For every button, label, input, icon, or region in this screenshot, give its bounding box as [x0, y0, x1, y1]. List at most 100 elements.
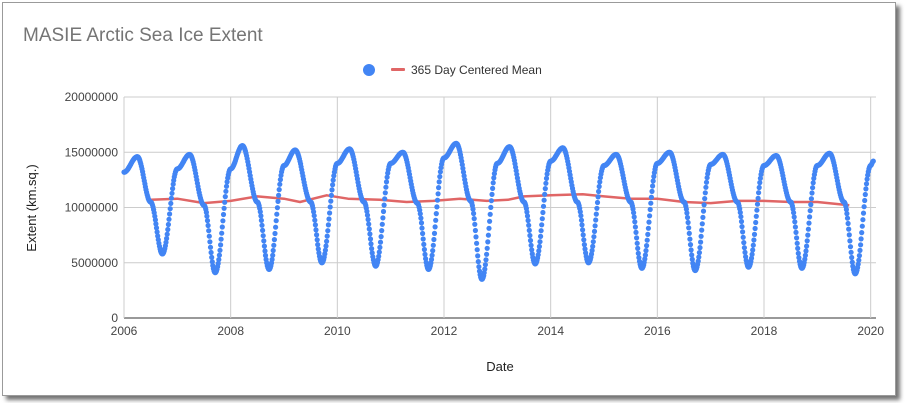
extent-point: [750, 242, 756, 248]
extent-point: [793, 229, 799, 235]
extent-point: [859, 223, 865, 229]
extent-point: [683, 206, 690, 212]
extent-point: [328, 192, 334, 198]
extent-point: [169, 190, 175, 196]
extent-point: [860, 217, 866, 223]
x-axis-label: Date: [486, 359, 513, 374]
extent-point: [325, 222, 331, 228]
extent-point: [740, 229, 746, 235]
extent-point: [417, 211, 423, 217]
extent-point: [369, 246, 375, 252]
extent-point: [646, 219, 652, 225]
extent-point: [272, 230, 278, 237]
extent-point: [437, 169, 443, 175]
extent-point: [270, 247, 276, 254]
chart-frame: MASIE Arctic Sea Ice Extent 365 Day Cent…: [2, 2, 896, 396]
extent-point: [382, 190, 388, 196]
extent-point: [381, 202, 387, 208]
chart-title: MASIE Arctic Sea Ice Extent: [23, 25, 263, 46]
x-tick-label: 2008: [217, 324, 244, 338]
extent-point: [418, 220, 425, 226]
extent-point: [274, 205, 280, 211]
extent-point: [380, 215, 386, 221]
extent-point: [311, 213, 317, 219]
extent-point: [224, 179, 230, 185]
extent-point: [698, 233, 704, 239]
y-tick-label: 15000000: [65, 145, 119, 159]
extent-point: [471, 210, 477, 217]
extent-point: [856, 253, 863, 259]
extent-point: [431, 236, 437, 243]
extent-point: [528, 242, 534, 248]
y-tick-label: 0: [111, 311, 118, 325]
extent-point: [856, 257, 862, 263]
extent-point: [749, 251, 755, 257]
extent-point: [429, 252, 435, 258]
extent-point: [475, 253, 481, 259]
extent-point: [165, 226, 171, 233]
extent-point: [525, 217, 531, 224]
extent-point: [380, 208, 387, 215]
extent-point: [482, 262, 488, 268]
extent-point: [168, 195, 174, 201]
extent-point: [485, 232, 491, 238]
extent-point: [684, 210, 690, 216]
y-tick-label: 5000000: [71, 256, 118, 270]
extent-point: [589, 247, 595, 254]
extent-point: [313, 227, 319, 233]
extent-point: [751, 231, 758, 237]
extent-point: [795, 250, 801, 256]
extent-point: [738, 214, 744, 220]
extent-point: [632, 219, 638, 225]
extent-point: [323, 243, 329, 249]
extent-point: [754, 207, 760, 213]
extent-point: [703, 179, 710, 185]
extent-point: [597, 179, 603, 185]
extent-point: [685, 219, 691, 226]
extent-point: [315, 242, 321, 248]
extent-point: [737, 209, 743, 216]
extent-point: [472, 221, 478, 227]
extent-point: [686, 230, 692, 236]
extent-point: [432, 224, 438, 230]
extent-point: [434, 204, 440, 210]
extent-point: [488, 204, 494, 210]
extent-point: [699, 227, 705, 233]
extent-point: [634, 240, 640, 246]
extent-point: [740, 234, 746, 240]
extent-point: [635, 250, 641, 256]
extent-point: [312, 222, 318, 228]
extent-point: [487, 218, 493, 224]
extent-point: [434, 197, 441, 203]
extent-point: [580, 232, 586, 238]
extent-point: [645, 225, 652, 231]
extent-point: [750, 247, 756, 253]
extent-point: [217, 247, 223, 253]
extent-point: [312, 217, 318, 223]
extent-point: [808, 202, 814, 208]
extent-point: [314, 232, 320, 238]
extent-point: [541, 197, 547, 203]
extent-point: [578, 217, 585, 223]
extent-point: [163, 239, 169, 245]
extent-point: [543, 175, 550, 181]
extent-point: [277, 177, 283, 183]
extent-point: [810, 180, 816, 186]
extent-point: [259, 222, 265, 228]
extent-point: [596, 188, 602, 195]
extent-point: [845, 220, 851, 227]
extent-point: [484, 245, 490, 251]
extent-point: [366, 221, 372, 227]
extent-point: [384, 174, 390, 180]
extent-point: [590, 243, 596, 249]
extent-point: [262, 252, 269, 259]
extent-point: [738, 218, 745, 225]
extent-point: [486, 225, 492, 231]
extent-point: [490, 185, 496, 191]
extent-point: [436, 179, 442, 185]
extent-point: [221, 205, 227, 211]
extent-point: [849, 254, 855, 261]
extent-point: [591, 234, 597, 240]
extent-point: [524, 213, 531, 219]
extent-point: [322, 247, 328, 253]
